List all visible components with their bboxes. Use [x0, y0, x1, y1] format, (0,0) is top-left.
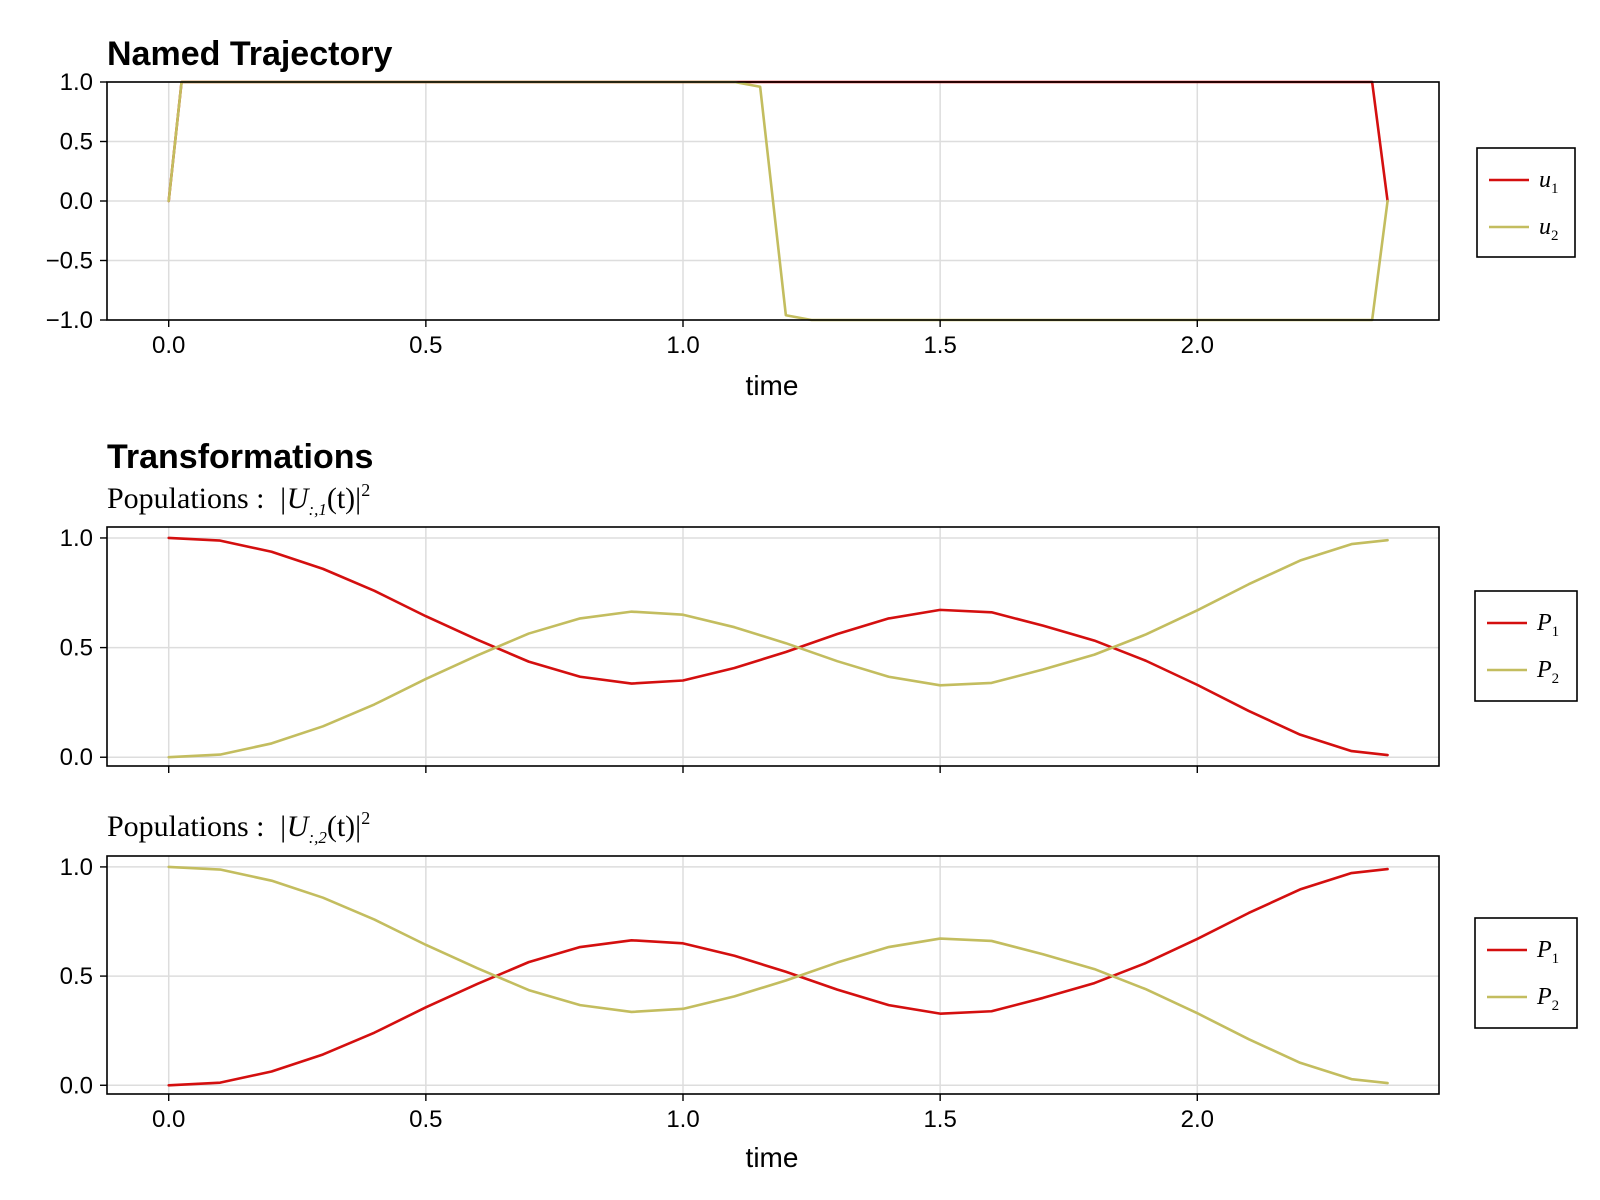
- x-tick-label: 1.0: [666, 1106, 699, 1133]
- x-axis-label-named-trajectory: time: [746, 370, 799, 401]
- legend-box: [1474, 917, 1578, 1029]
- legend-populations-col2: P1 P2: [1474, 917, 1578, 1029]
- panel-title-base: Populations :: [107, 482, 265, 515]
- panel-title-sub: :,1: [308, 500, 326, 519]
- x-tick-label: 0.0: [152, 332, 185, 359]
- legend-label-u2: u2: [1539, 214, 1559, 244]
- panel-populations-col1: Populations : |U:,1(t)|2 1.0 0.5 0.0 P1 P2: [60, 480, 1578, 773]
- plot-frame-populations-col1: [106, 526, 1440, 767]
- legend-label-p1: P1: [1536, 610, 1559, 640]
- y-tick-label: 0.5: [60, 129, 93, 156]
- panel-title-expr: |U: [279, 482, 311, 515]
- panel-named-trajectory: 0.0 0.5 1.0 1.5 2.0 1.0 0.5 0.0 −0.5 −1.0 time u1…: [46, 69, 1576, 401]
- series-line-p2: [167, 865, 1389, 1085]
- legend-box: [1476, 147, 1576, 258]
- plot-frame-populations-col2: [106, 855, 1440, 1095]
- panel-title-sub: :,2: [308, 828, 327, 847]
- y-tick-label: 1.0: [60, 525, 93, 552]
- y-tick-label: 0.5: [60, 635, 93, 662]
- y-tick-label: 1.0: [60, 854, 93, 881]
- series-populations-col1: [167, 536, 1389, 759]
- y-tick-label: −0.5: [46, 248, 93, 275]
- legend-named-trajectory: u1 u2: [1476, 147, 1576, 258]
- series-line-p2: [167, 538, 1389, 759]
- panel-title-tail: (t)|: [327, 482, 361, 515]
- legend-populations-col1: P1 P2: [1474, 590, 1578, 702]
- grid-populations-col1: [107, 527, 1439, 766]
- panel-title-sup: 2: [361, 808, 370, 828]
- y-tick-label: 1.0: [60, 69, 93, 96]
- x-tick-label: 2.0: [1181, 332, 1214, 359]
- x-tick-label: 1.5: [923, 332, 956, 359]
- panel-title-populations-col1: Populations : |U:,1(t)|2: [107, 480, 370, 519]
- series-line-p1: [167, 536, 1389, 757]
- x-axis-label-populations-col2: time: [746, 1142, 799, 1173]
- series-line-p1: [167, 867, 1389, 1087]
- ticks-populations-col2: 0.0 0.5 1.0 1.5 2.0 1.0 0.5 0.0: [60, 854, 1214, 1133]
- y-tick-label: 0.0: [60, 744, 93, 771]
- ticks-named-trajectory: 0.0 0.5 1.0 1.5 2.0 1.0 0.5 0.0 −0.5 −1.0: [46, 69, 1214, 359]
- legend-label-p2: P2: [1536, 984, 1559, 1014]
- legend-label-p1: P1: [1536, 937, 1559, 967]
- panel-populations-col2: Populations : |U:,2(t)|2 0.0 0.5 1.0 1.5 2.0 1…: [60, 808, 1578, 1173]
- y-tick-label: 0.5: [60, 963, 93, 990]
- legend-label-p2: P2: [1536, 657, 1559, 687]
- section-title-named-trajectory: Named Trajectory: [107, 35, 392, 73]
- legend-label-u1: u1: [1539, 167, 1559, 197]
- panel-title-tail: (t)|: [327, 810, 361, 843]
- panel-title-populations-col2: Populations : |U:,2(t)|2: [107, 808, 370, 847]
- x-tick-label: 0.0: [152, 1106, 185, 1133]
- y-tick-label: −1.0: [46, 307, 93, 334]
- section-title-transformations: Transformations: [107, 438, 373, 476]
- x-tick-label: 0.5: [409, 1106, 442, 1133]
- series-populations-col2: [167, 865, 1389, 1087]
- legend-box: [1474, 590, 1578, 702]
- x-tick-label: 1.5: [923, 1106, 956, 1133]
- x-tick-label: 1.0: [666, 332, 699, 359]
- ticks-populations-col1: 1.0 0.5 0.0: [60, 525, 1198, 773]
- y-tick-label: 0.0: [60, 188, 93, 215]
- panel-title-base: Populations :: [107, 810, 265, 843]
- y-tick-label: 0.0: [60, 1072, 93, 1099]
- grid-populations-col2: [107, 856, 1439, 1094]
- x-tick-label: 0.5: [409, 332, 442, 359]
- x-tick-label: 2.0: [1181, 1106, 1214, 1133]
- panel-title-sup: 2: [361, 480, 370, 500]
- panel-title-expr: |U: [279, 810, 311, 843]
